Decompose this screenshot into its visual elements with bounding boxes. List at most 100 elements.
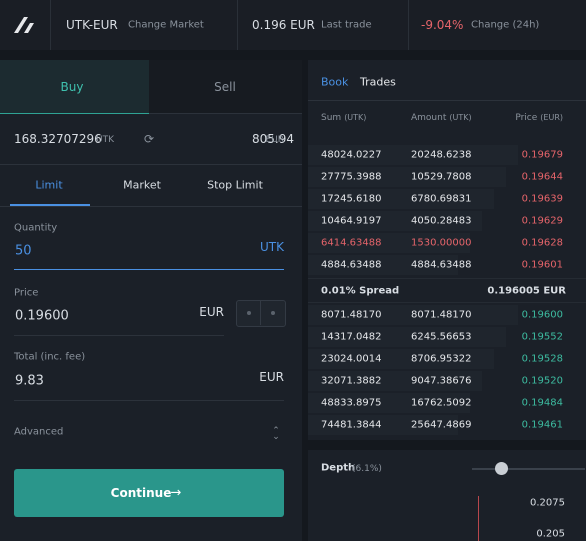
order-type-tab[interactable]: Market xyxy=(123,178,161,192)
spread-label: 0.01% Spread xyxy=(321,285,400,297)
price-unit: EUR xyxy=(199,305,224,319)
row-background xyxy=(308,415,458,435)
column-name: Sum xyxy=(321,113,342,123)
book-cell: 0.19644 xyxy=(521,171,563,183)
column-unit: (UTK) xyxy=(344,113,367,122)
column-header: Sum (UTK) xyxy=(321,113,366,123)
divider xyxy=(0,164,302,165)
divider xyxy=(308,100,586,101)
book-cell: 6780.69831 xyxy=(411,193,472,205)
balance-unit: UTK xyxy=(96,135,114,145)
separator xyxy=(408,0,409,50)
column-header: Price (EUR) xyxy=(515,113,563,123)
book-cell: 4884.63488 xyxy=(321,259,382,271)
chevron-icon[interactable]: ⌃ ⌄ xyxy=(272,426,280,442)
total-unit: EUR xyxy=(259,370,284,384)
last-trade-label: Last trade xyxy=(321,19,372,31)
quantity-label: Quantity xyxy=(14,222,58,234)
price-input[interactable]: 0.19600 xyxy=(15,308,69,324)
row-background xyxy=(308,167,506,187)
book-cell: 8071.48170 xyxy=(411,309,472,321)
divider xyxy=(308,278,586,279)
price-stepper[interactable] xyxy=(236,300,286,327)
market-name[interactable]: UTK-EUR xyxy=(66,18,118,32)
stepper-dot[interactable] xyxy=(247,311,251,315)
change-value: -9.04% xyxy=(421,18,464,32)
depth-price-level: 0.205 xyxy=(536,528,565,540)
book-cell: 1530.00000 xyxy=(411,237,472,249)
depth-label: Depth xyxy=(321,462,356,474)
divider xyxy=(0,206,302,207)
row-background xyxy=(308,255,458,275)
row-background xyxy=(308,305,518,325)
book-cell: 0.19552 xyxy=(521,331,563,343)
quantity-unit: UTK xyxy=(260,240,284,254)
row-background xyxy=(308,145,518,165)
book-cell: 0.19628 xyxy=(521,237,563,249)
book-cell: 48833.8975 xyxy=(321,397,382,409)
logo[interactable] xyxy=(12,15,36,35)
book-cell: 14317.0482 xyxy=(321,331,382,343)
stepper-dot[interactable] xyxy=(271,311,275,315)
book-cell: 6245.56653 xyxy=(411,331,472,343)
row-background xyxy=(308,189,494,209)
swap-icon[interactable]: ⟳ xyxy=(143,132,155,146)
continue-button[interactable] xyxy=(14,469,284,517)
order-type-tab[interactable]: Limit xyxy=(35,178,63,192)
depth-slider-track[interactable] xyxy=(472,468,585,470)
active-underline xyxy=(10,204,90,206)
input-underline xyxy=(14,335,224,336)
book-cell: 0.19484 xyxy=(521,397,563,409)
order-type-tab[interactable]: Stop Limit xyxy=(207,178,263,192)
advanced-toggle[interactable]: Advanced xyxy=(14,426,64,438)
trades-tab[interactable]: Trades xyxy=(360,75,396,89)
buy-tab-bg[interactable] xyxy=(0,60,149,114)
sell-tab-bg[interactable] xyxy=(149,60,302,114)
column-name: Price xyxy=(515,113,538,123)
book-tab[interactable]: Book xyxy=(321,75,349,89)
input-underline xyxy=(14,400,284,401)
book-cell: 4884.63488 xyxy=(411,259,472,271)
book-cell: 16762.5092 xyxy=(411,397,472,409)
book-cell: 8071.48170 xyxy=(321,309,382,321)
book-cell: 0.19679 xyxy=(521,149,563,161)
depth-midline xyxy=(478,496,479,541)
header-bar xyxy=(0,0,586,50)
arrow-icon[interactable]: → xyxy=(170,485,182,501)
balance-amount: 805.94 xyxy=(252,132,294,146)
book-cell: 32071.3882 xyxy=(321,375,382,387)
row-background xyxy=(308,327,506,347)
column-unit: (EUR) xyxy=(540,113,563,122)
separator xyxy=(237,0,238,50)
depth-slider-knob[interactable] xyxy=(495,462,508,475)
book-cell: 48024.0227 xyxy=(321,149,382,161)
total-label: Total (inc. fee) xyxy=(14,351,86,363)
book-cell: 20248.6238 xyxy=(411,149,472,161)
quantity-input[interactable]: 50 xyxy=(15,243,32,259)
balance-unit: EUR xyxy=(265,135,284,145)
book-cell: 10529.7808 xyxy=(411,171,472,183)
row-background xyxy=(308,393,470,413)
book-cell: 0.19528 xyxy=(521,353,563,365)
buy-tab[interactable]: Buy xyxy=(60,80,84,94)
continue-label[interactable]: Continue xyxy=(110,486,172,500)
sell-tab[interactable]: Sell xyxy=(214,80,236,94)
book-cell: 8706.95322 xyxy=(411,353,472,365)
column-header: Amount (UTK) xyxy=(411,113,472,123)
book-cell: 9047.38676 xyxy=(411,375,472,387)
depth-percent: (6.1%) xyxy=(352,464,382,474)
book-cell: 25647.4869 xyxy=(411,419,472,431)
book-cell: 0.19629 xyxy=(521,215,563,227)
spread-value: 0.196005 EUR xyxy=(487,285,566,297)
book-cell: 0.19520 xyxy=(521,375,563,387)
change-label: Change (24h) xyxy=(471,19,540,31)
input-underline xyxy=(14,269,284,270)
book-cell: 23024.0014 xyxy=(321,353,382,365)
divider xyxy=(308,302,586,303)
balance-amount: 168.32707296 xyxy=(14,132,102,146)
separator xyxy=(50,0,51,50)
row-background xyxy=(308,371,482,391)
change-market[interactable]: Change Market xyxy=(128,19,204,31)
column-name: Amount xyxy=(411,113,447,123)
